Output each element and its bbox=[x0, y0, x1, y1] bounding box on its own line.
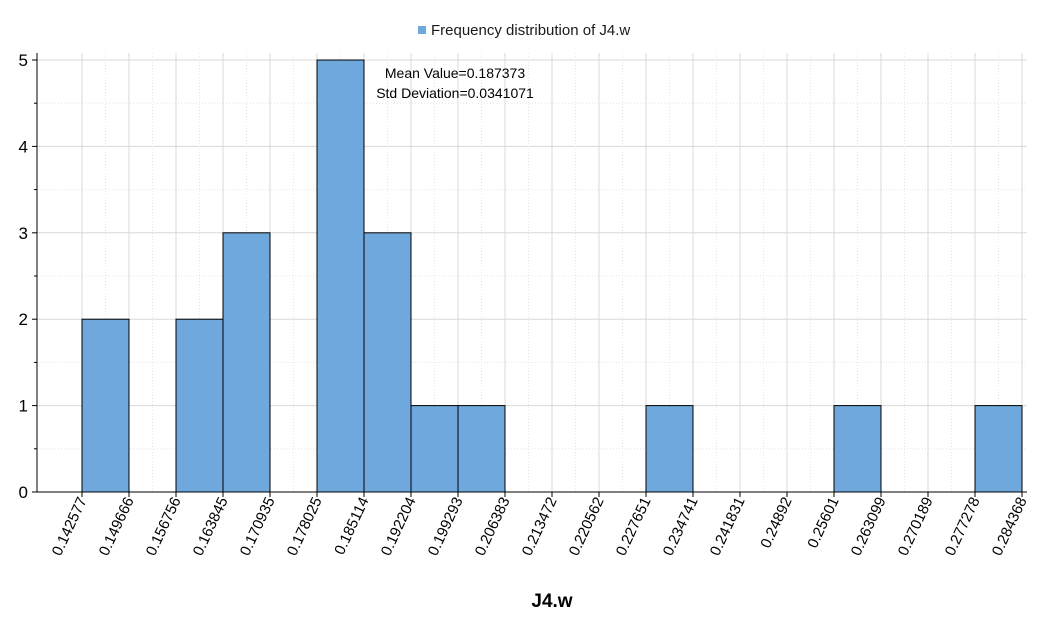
histogram-bar bbox=[833, 405, 882, 493]
x-tick-label: 0.163845 bbox=[190, 495, 232, 559]
histogram-bar bbox=[457, 405, 506, 493]
x-tick-label: 0.156756 bbox=[143, 495, 185, 559]
histogram-bar bbox=[974, 405, 1023, 493]
x-tick-label: 0.270189 bbox=[895, 495, 937, 559]
histogram-bar bbox=[645, 405, 694, 493]
x-tick-label: 0.142577 bbox=[49, 495, 91, 559]
x-tick-label: 0.178025 bbox=[284, 495, 326, 559]
histogram-bar bbox=[81, 318, 130, 493]
x-tick-label: 0.234741 bbox=[660, 495, 702, 559]
histogram-bar bbox=[363, 232, 412, 493]
bars bbox=[81, 59, 1023, 493]
y-tick-label: 5 bbox=[19, 51, 28, 70]
y-tick-label: 0 bbox=[19, 483, 28, 502]
x-tick-label: 0.284368 bbox=[989, 495, 1031, 559]
x-tick-label: 0.241831 bbox=[707, 495, 749, 559]
histogram-bar bbox=[316, 59, 365, 493]
x-tick-label: 0.263099 bbox=[848, 495, 890, 559]
y-tick-label: 4 bbox=[19, 137, 28, 156]
std-deviation-label: Std Deviation=0.0341071 bbox=[376, 85, 534, 101]
legend: Frequency distribution of J4.w bbox=[418, 22, 630, 39]
y-tick-label: 3 bbox=[19, 224, 28, 243]
histogram-bar bbox=[410, 405, 459, 493]
x-tick-label: 0.206383 bbox=[472, 495, 514, 559]
x-tick-label: 0.213472 bbox=[519, 495, 561, 559]
x-tick-label: 0.192204 bbox=[378, 495, 420, 559]
x-tick-label: 0.185114 bbox=[331, 495, 372, 558]
y-tick-label: 2 bbox=[19, 310, 28, 329]
x-tick-label: 0.199293 bbox=[425, 495, 467, 559]
mean-value-label: Mean Value=0.187373 bbox=[385, 65, 525, 81]
x-tick-label: 0.149666 bbox=[96, 495, 138, 559]
legend-label: Frequency distribution of J4.w bbox=[431, 22, 630, 39]
statistics-annotation: Mean Value=0.187373 Std Deviation=0.0341… bbox=[376, 65, 534, 101]
x-tick-label: 0.277278 bbox=[942, 495, 984, 559]
y-tick-label: 1 bbox=[19, 397, 28, 416]
y-ticks: 0 1 2 3 4 5 bbox=[19, 51, 37, 502]
legend-swatch bbox=[418, 26, 426, 34]
x-tick-label: 0.24892 bbox=[757, 495, 795, 551]
histogram-bar bbox=[222, 232, 271, 493]
x-tick-label: 0.170935 bbox=[237, 495, 279, 559]
axes bbox=[36, 53, 1027, 493]
x-ticks: 0.142577 0.149666 0.156756 0.163845 0.170935… bbox=[49, 492, 1031, 558]
x-axis-label: J4.w bbox=[531, 591, 572, 612]
x-tick-label: 0.25601 bbox=[804, 495, 842, 551]
x-tick-label: 0.227651 bbox=[613, 495, 655, 559]
x-tick-label: 0.220562 bbox=[566, 495, 608, 559]
histogram-bar bbox=[175, 318, 224, 493]
